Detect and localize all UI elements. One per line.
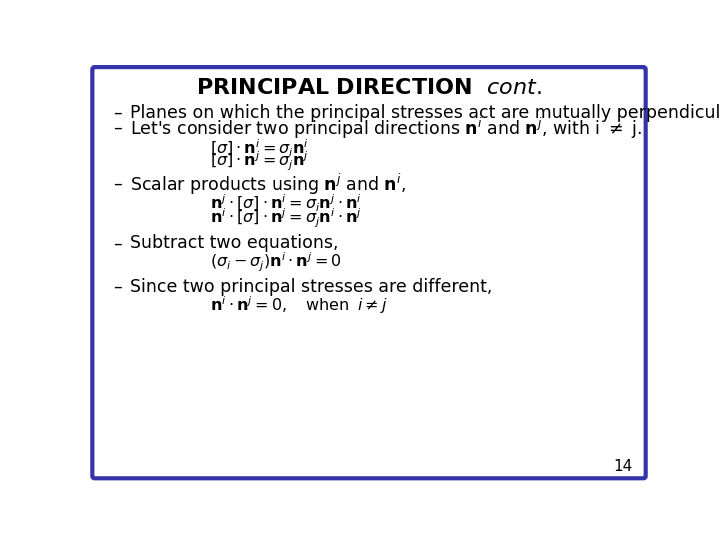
Text: Since two principal stresses are different,: Since two principal stresses are differe…	[130, 278, 492, 295]
Text: –: –	[113, 278, 122, 295]
Text: $\mathbf{n}^i\cdot\mathbf{n}^j = 0, \quad \mathrm{when}\;\; i \neq j$: $\mathbf{n}^i\cdot\mathbf{n}^j = 0, \qua…	[210, 294, 387, 316]
Text: $[\sigma]\cdot\mathbf{n}^i = \sigma_i\mathbf{n}^i$: $[\sigma]\cdot\mathbf{n}^i = \sigma_i\ma…	[210, 137, 309, 159]
Text: –: –	[113, 104, 122, 122]
Text: Scalar products using $\mathbf{n}^j$ and $\mathbf{n}^i$,: Scalar products using $\mathbf{n}^j$ and…	[130, 172, 406, 197]
Text: –: –	[113, 175, 122, 193]
Text: $[\sigma]\cdot\mathbf{n}^j = \sigma_j\mathbf{n}^j$: $[\sigma]\cdot\mathbf{n}^j = \sigma_j\ma…	[210, 150, 309, 173]
Text: –: –	[113, 119, 122, 137]
Text: –: –	[113, 234, 122, 252]
Text: Let's consider two principal directions $\mathbf{n}^i$ and $\mathbf{n}^j$, with : Let's consider two principal directions …	[130, 116, 643, 140]
Text: $\mathbf{n}^j\cdot[\sigma]\cdot\mathbf{n}^i = \sigma_i\mathbf{n}^j\cdot\mathbf{n: $\mathbf{n}^j\cdot[\sigma]\cdot\mathbf{n…	[210, 193, 362, 214]
Text: 14: 14	[613, 459, 632, 474]
FancyBboxPatch shape	[92, 67, 646, 478]
Text: $\mathbf{n}^i\cdot[\sigma]\cdot\mathbf{n}^j = \sigma_j\mathbf{n}^i\cdot\mathbf{n: $\mathbf{n}^i\cdot[\sigma]\cdot\mathbf{n…	[210, 207, 362, 231]
Text: Subtract two equations,: Subtract two equations,	[130, 234, 339, 252]
Text: Planes on which the principal stresses act are mutually perpendicular: Planes on which the principal stresses a…	[130, 104, 720, 122]
Text: $\bf{PRINCIPAL\ DIRECTION}$  $\it{cont.}$: $\bf{PRINCIPAL\ DIRECTION}$ $\it{cont.}$	[196, 78, 542, 98]
Text: $(\sigma_i - \sigma_j)\mathbf{n}^i\cdot\mathbf{n}^j = 0$: $(\sigma_i - \sigma_j)\mathbf{n}^i\cdot\…	[210, 251, 342, 274]
